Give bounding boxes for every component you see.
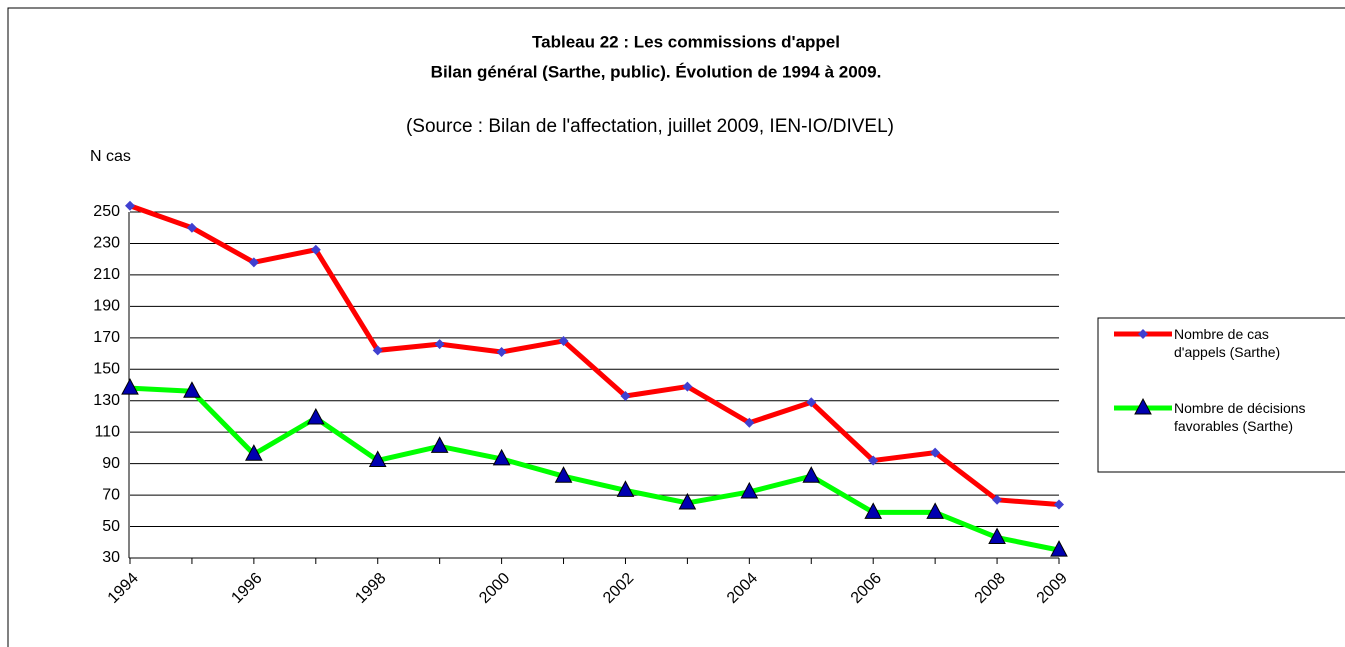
legend-marker bbox=[1134, 397, 1152, 415]
data-point bbox=[740, 481, 759, 499]
data-point bbox=[988, 527, 1006, 545]
chart-title: Tableau 22 : Les commissions d'appel bbox=[532, 32, 840, 51]
data-point bbox=[554, 466, 573, 483]
data-point bbox=[183, 381, 201, 398]
y-tick-label: 130 bbox=[93, 392, 120, 409]
data-point bbox=[864, 502, 883, 519]
data-point bbox=[306, 407, 325, 425]
data-point bbox=[744, 417, 755, 428]
chart-frame bbox=[7, 7, 1345, 647]
x-tick-label: 1996 bbox=[228, 570, 265, 607]
y-tick-label: 70 bbox=[102, 486, 120, 503]
data-point bbox=[926, 502, 944, 519]
y-tick-label: 210 bbox=[93, 266, 120, 283]
data-point bbox=[1054, 499, 1064, 510]
y-tick-label: 150 bbox=[93, 360, 120, 377]
data-point bbox=[310, 244, 321, 255]
x-tick-label: 2000 bbox=[476, 570, 513, 607]
x-tick-label: 2002 bbox=[600, 570, 637, 607]
y-tick-label: 110 bbox=[94, 423, 120, 440]
series-line bbox=[129, 385, 1060, 553]
data-point bbox=[678, 492, 697, 510]
data-point bbox=[430, 436, 449, 453]
data-point bbox=[616, 480, 635, 497]
legend-box bbox=[1097, 317, 1345, 473]
source-note: (Source : Bilan de l'affectation, juille… bbox=[406, 116, 894, 137]
data-point bbox=[125, 200, 135, 211]
y-tick-label: 30 bbox=[102, 549, 120, 566]
series-line bbox=[129, 203, 1060, 508]
data-point bbox=[186, 222, 197, 233]
data-point bbox=[434, 339, 445, 350]
data-point bbox=[121, 378, 139, 395]
data-point bbox=[492, 448, 511, 466]
y-tick-label: 50 bbox=[102, 518, 120, 535]
data-point bbox=[620, 391, 631, 402]
data-point bbox=[682, 381, 693, 392]
data-point bbox=[368, 450, 387, 467]
data-point bbox=[806, 397, 817, 408]
y-tick-label: 230 bbox=[93, 235, 120, 252]
legend-label: Nombre de cas d'appels (Sarthe) bbox=[1174, 326, 1281, 360]
y-axis-label: N cas bbox=[90, 148, 131, 165]
data-point bbox=[496, 346, 507, 357]
y-tick-label: 250 bbox=[93, 203, 120, 220]
data-point bbox=[992, 494, 1003, 505]
data-point bbox=[372, 345, 383, 356]
legend-label: Nombre de décisions favorables (Sarthe) bbox=[1174, 400, 1306, 434]
data-point bbox=[245, 444, 263, 461]
y-tick-label: 190 bbox=[93, 298, 120, 315]
x-tick-label: 1998 bbox=[352, 570, 389, 607]
data-point bbox=[802, 466, 821, 483]
data-point bbox=[930, 447, 941, 458]
legend-marker bbox=[1138, 329, 1148, 339]
data-point bbox=[558, 335, 569, 346]
data-point bbox=[1050, 540, 1068, 557]
x-tick-label: 1994 bbox=[105, 570, 142, 607]
x-tick-label: 2004 bbox=[724, 570, 761, 607]
y-tick-label: 170 bbox=[93, 329, 120, 346]
data-point bbox=[868, 455, 879, 466]
x-tick-label: 2009 bbox=[1034, 570, 1071, 607]
chart-subtitle: Bilan général (Sarthe, public). Évolutio… bbox=[431, 62, 882, 81]
data-point bbox=[248, 257, 259, 268]
x-tick-label: 2006 bbox=[848, 570, 885, 607]
y-tick-label: 90 bbox=[102, 455, 120, 472]
x-tick-label: 2008 bbox=[972, 570, 1009, 607]
